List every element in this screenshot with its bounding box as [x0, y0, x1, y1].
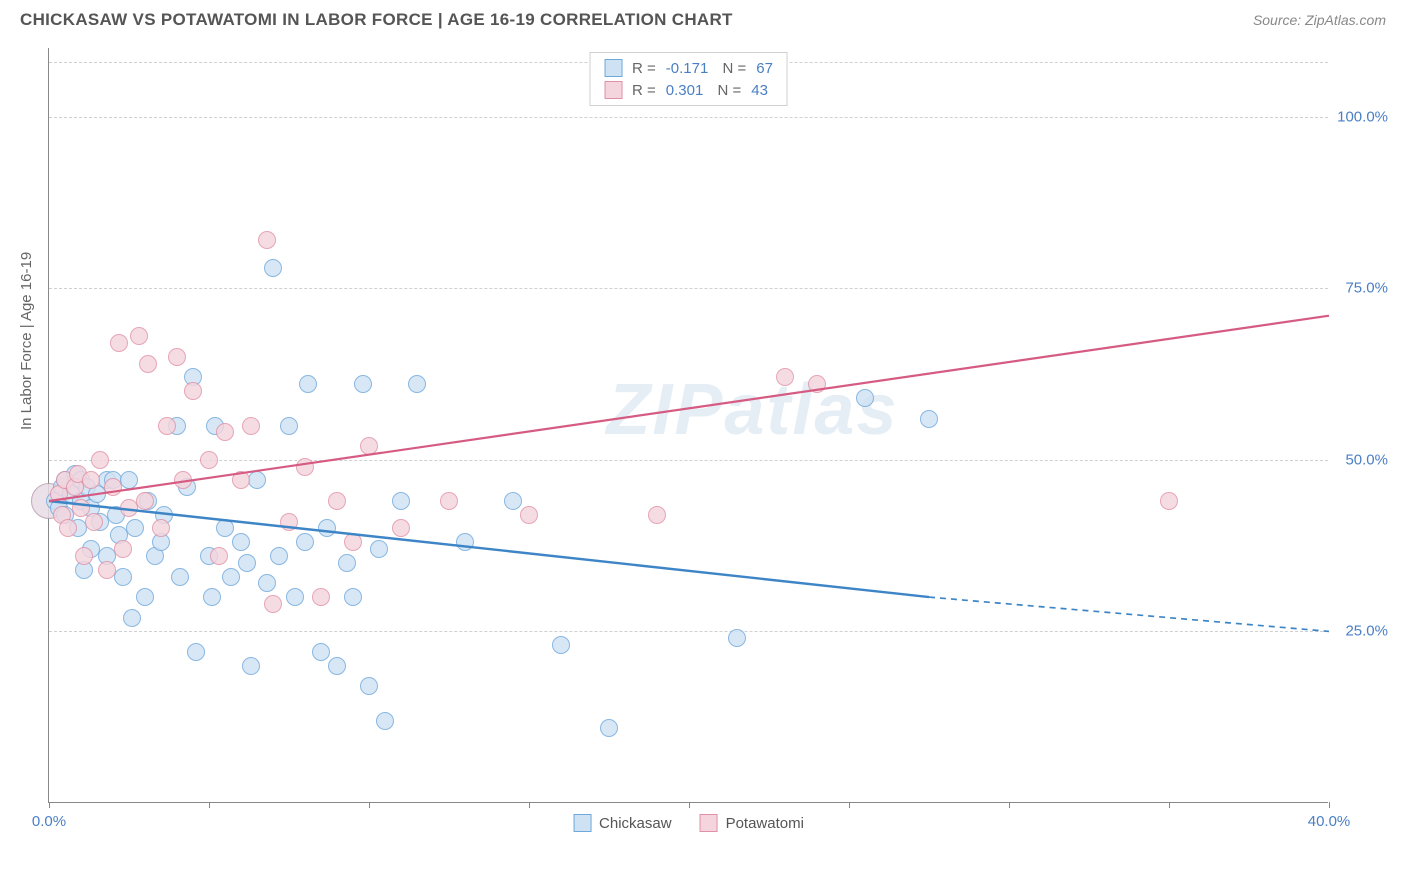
stats-n-label: N =: [713, 82, 741, 99]
x-tick-label: 40.0%: [1308, 813, 1351, 830]
stats-n-potawatomi: 43: [751, 82, 768, 99]
x-tick: [1169, 802, 1170, 808]
trend-line-potawatomi: [49, 316, 1329, 501]
stats-row-chickasaw: R = -0.171 N = 67: [590, 57, 787, 79]
y-axis-label: In Labor Force | Age 16-19: [18, 252, 35, 430]
swatch-potawatomi: [700, 814, 718, 832]
chart-title: CHICKASAW VS POTAWATOMI IN LABOR FORCE |…: [20, 10, 733, 30]
x-tick: [209, 802, 210, 808]
trend-lines-layer: [49, 48, 1328, 802]
plot-area: ZIPatlas 25.0%50.0%75.0%100.0% 0.0%40.0%…: [48, 48, 1328, 803]
series-legend: Chickasaw Potawatomi: [573, 814, 804, 832]
trend-line-chickasaw: [49, 501, 929, 597]
stats-row-potawatomi: R = 0.301 N = 43: [590, 79, 787, 101]
stats-r-potawatomi: 0.301: [666, 82, 704, 99]
trend-line-dashed-chickasaw: [929, 597, 1329, 631]
x-tick-label: 0.0%: [32, 813, 66, 830]
x-tick: [49, 802, 50, 808]
legend-item-chickasaw: Chickasaw: [573, 814, 672, 832]
legend-item-potawatomi: Potawatomi: [700, 814, 804, 832]
x-tick: [689, 802, 690, 808]
stats-n-label: N =: [718, 60, 746, 77]
chart-source: Source: ZipAtlas.com: [1253, 12, 1386, 28]
stats-n-chickasaw: 67: [756, 60, 773, 77]
swatch-chickasaw: [573, 814, 591, 832]
x-tick: [369, 802, 370, 808]
legend-label-potawatomi: Potawatomi: [726, 815, 804, 832]
stats-r-label: R =: [632, 60, 656, 77]
stats-r-chickasaw: -0.171: [666, 60, 709, 77]
x-tick: [529, 802, 530, 808]
y-tick-label: 75.0%: [1333, 280, 1388, 297]
legend-label-chickasaw: Chickasaw: [599, 815, 672, 832]
y-tick-label: 100.0%: [1333, 108, 1388, 125]
swatch-chickasaw: [604, 59, 622, 77]
x-tick: [849, 802, 850, 808]
x-tick: [1329, 802, 1330, 808]
y-tick-label: 50.0%: [1333, 451, 1388, 468]
swatch-potawatomi: [604, 81, 622, 99]
stats-legend: R = -0.171 N = 67 R = 0.301 N = 43: [589, 52, 788, 106]
x-tick: [1009, 802, 1010, 808]
y-tick-label: 25.0%: [1333, 623, 1388, 640]
stats-r-label: R =: [632, 82, 656, 99]
